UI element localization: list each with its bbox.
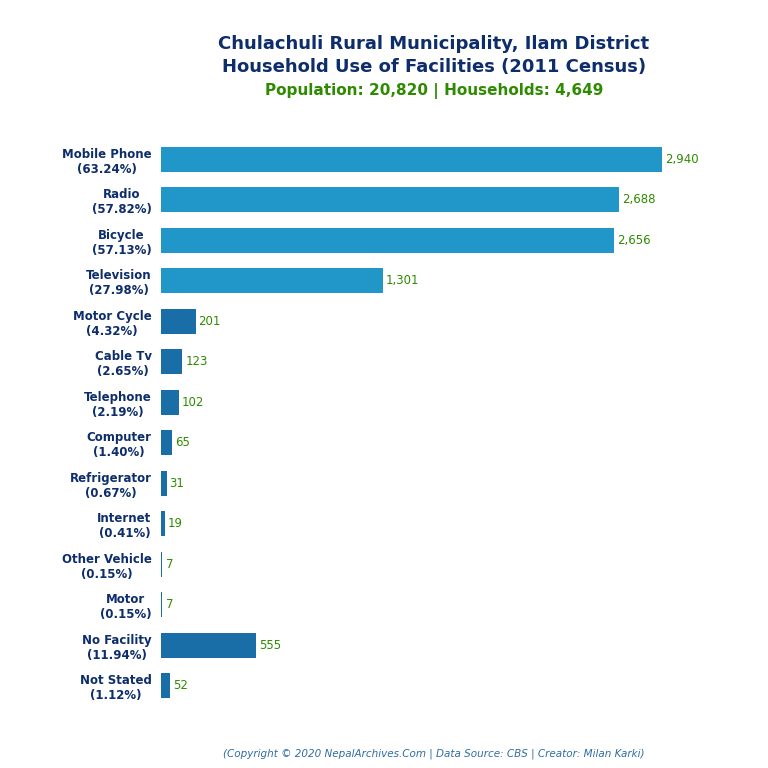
Bar: [161, 673, 170, 698]
Text: Population: 20,820 | Households: 4,649: Population: 20,820 | Households: 4,649: [265, 83, 603, 99]
Text: 1,301: 1,301: [386, 274, 419, 287]
Bar: [161, 511, 164, 536]
Bar: [161, 592, 163, 617]
Text: Chulachuli Rural Municipality, Ilam District: Chulachuli Rural Municipality, Ilam Dist…: [218, 35, 650, 52]
Text: Household Use of Facilities (2011 Census): Household Use of Facilities (2011 Census…: [222, 58, 646, 75]
Text: 19: 19: [167, 517, 183, 530]
Text: 2,688: 2,688: [622, 194, 656, 206]
Text: 102: 102: [182, 396, 204, 409]
Text: 65: 65: [175, 436, 190, 449]
Text: 201: 201: [199, 315, 221, 328]
Text: 2,656: 2,656: [617, 233, 650, 247]
Bar: [161, 309, 196, 334]
Bar: [161, 551, 163, 577]
Text: 555: 555: [259, 639, 281, 651]
Text: 52: 52: [174, 679, 188, 692]
Bar: [161, 633, 256, 657]
Bar: [161, 227, 614, 253]
Text: 31: 31: [170, 477, 184, 490]
Text: (Copyright © 2020 NepalArchives.Com | Data Source: CBS | Creator: Milan Karki): (Copyright © 2020 NepalArchives.Com | Da…: [223, 748, 644, 759]
Bar: [161, 147, 662, 172]
Text: 123: 123: [185, 355, 207, 368]
Text: 7: 7: [166, 598, 173, 611]
Bar: [161, 430, 172, 455]
Bar: [161, 471, 167, 495]
Bar: [161, 268, 383, 293]
Text: 7: 7: [166, 558, 173, 571]
Bar: [161, 389, 179, 415]
Bar: [161, 187, 619, 212]
Bar: [161, 349, 182, 374]
Text: 2,940: 2,940: [665, 153, 699, 166]
